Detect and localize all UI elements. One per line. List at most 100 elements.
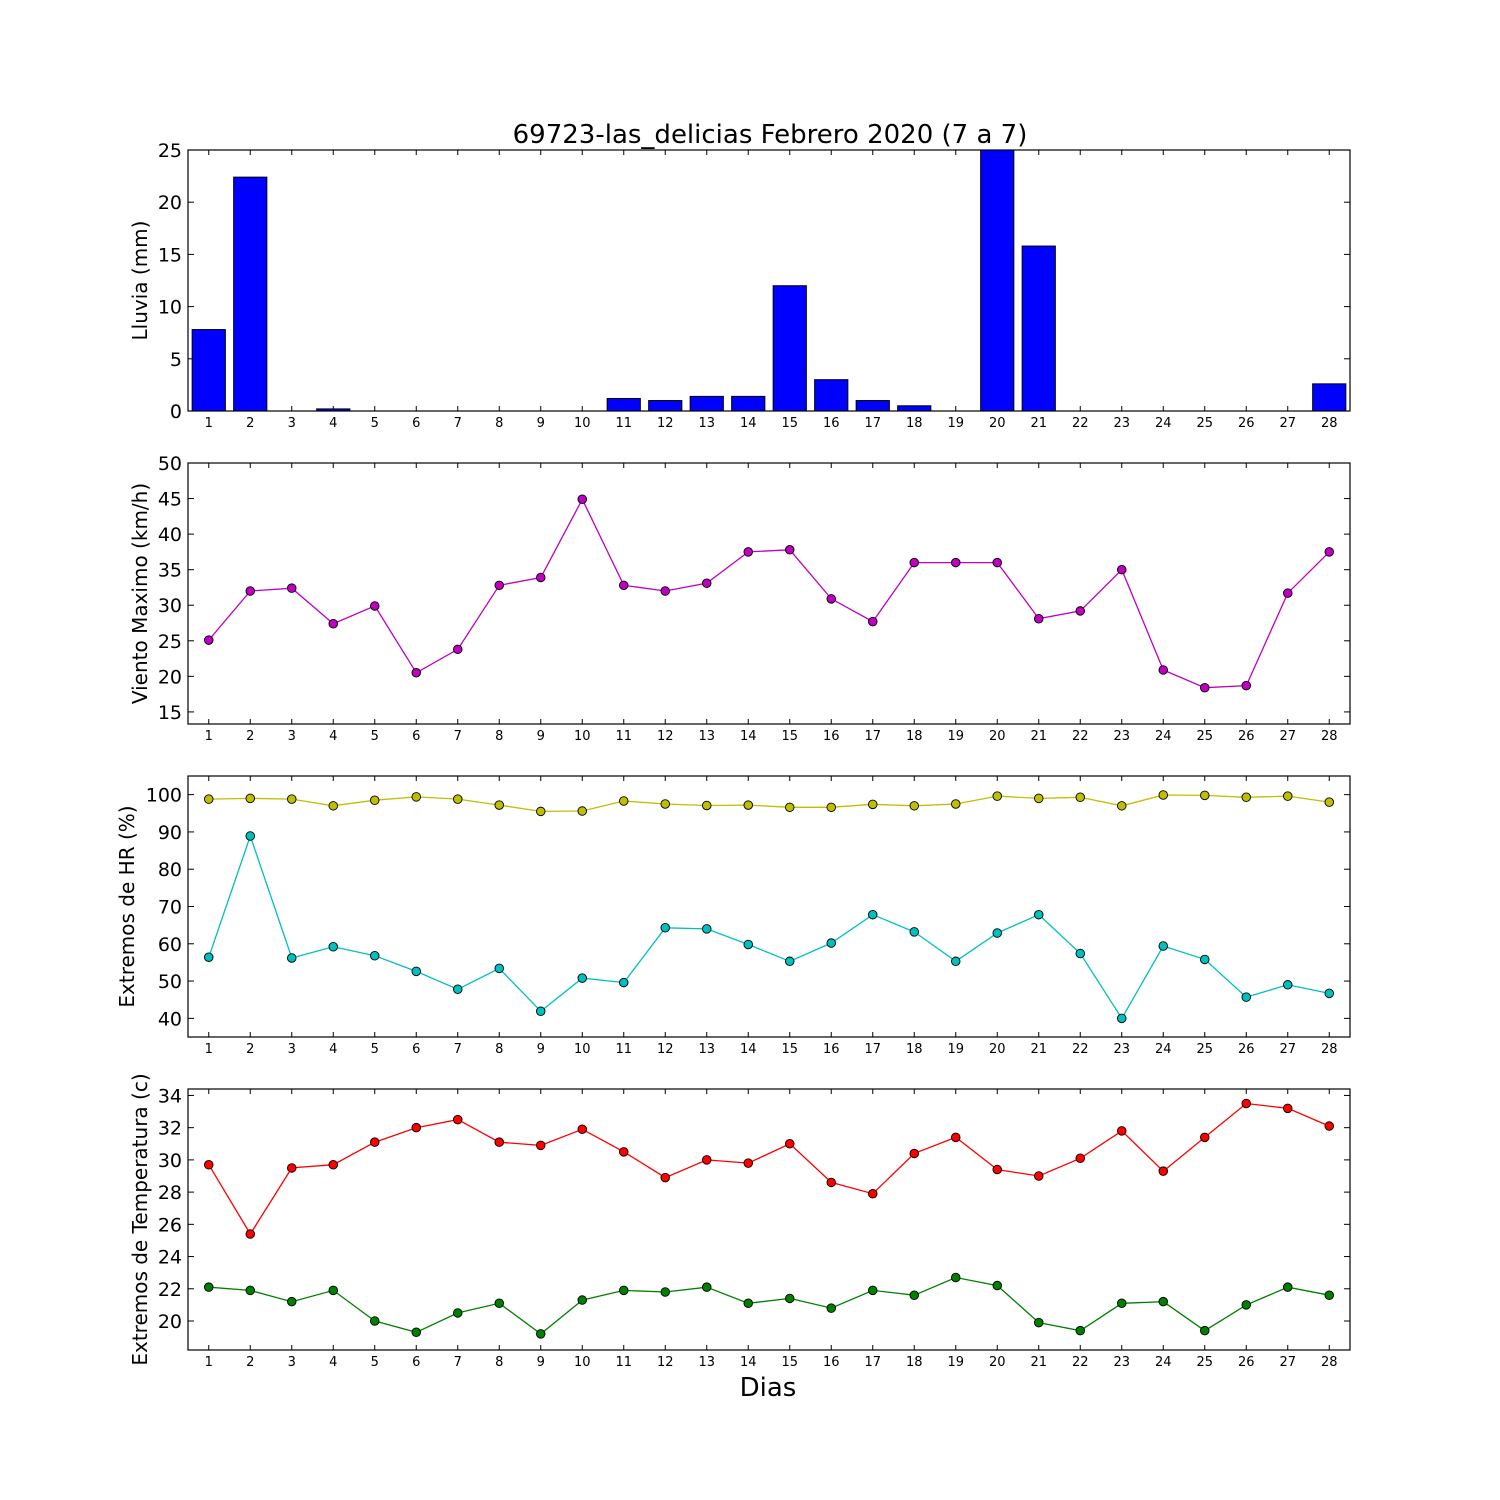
data-point xyxy=(743,1158,754,1168)
data-point xyxy=(245,1229,255,1239)
x-tick-label: 25 xyxy=(1196,1355,1213,1370)
data-point xyxy=(743,547,754,557)
x-tick-label: 26 xyxy=(1238,729,1255,744)
data-point xyxy=(328,801,339,811)
data-point xyxy=(494,1137,505,1147)
x-tick-label: 8 xyxy=(495,416,503,431)
bar xyxy=(689,395,724,412)
x-tick-label: 17 xyxy=(864,729,881,744)
y-tick-label: 28 xyxy=(158,1182,182,1204)
y-tick-label: 70 xyxy=(158,897,182,919)
y-tick-label: 50 xyxy=(158,453,182,475)
data-point xyxy=(1241,1300,1251,1310)
x-tick-label: 28 xyxy=(1321,1355,1338,1370)
data-point xyxy=(951,1272,961,1283)
x-tick-label: 6 xyxy=(412,416,420,431)
data-point xyxy=(577,1295,588,1305)
y-tick-label: 60 xyxy=(158,934,182,956)
x-tick-label: 9 xyxy=(537,729,545,744)
series-1 xyxy=(203,494,1334,693)
series-line xyxy=(208,833,1330,1020)
data-point xyxy=(1241,992,1251,1002)
data-point xyxy=(411,792,422,802)
x-tick-label: 4 xyxy=(329,729,337,744)
data-point xyxy=(577,806,588,816)
x-tick-label: 15 xyxy=(781,1042,798,1057)
y-tick-label: 32 xyxy=(158,1118,182,1140)
x-tick-label: 21 xyxy=(1030,1355,1047,1370)
x-tick-label: 2 xyxy=(246,1355,254,1370)
x-tick-label: 13 xyxy=(698,1355,715,1370)
bar xyxy=(191,329,226,412)
x-tick-label: 5 xyxy=(371,729,379,744)
x-tick-label: 19 xyxy=(947,729,964,744)
x-tick-label: 22 xyxy=(1072,1042,1089,1057)
bar xyxy=(233,176,268,412)
data-point xyxy=(868,616,878,627)
x-tick-label: 7 xyxy=(454,416,462,431)
data-point xyxy=(619,977,629,988)
bar xyxy=(980,149,1015,412)
series-1 xyxy=(203,790,1334,817)
data-point xyxy=(909,1148,920,1159)
data-point xyxy=(909,1290,920,1300)
data-point xyxy=(743,800,754,810)
y-tick-label: 5 xyxy=(170,349,182,371)
x-tick-label: 17 xyxy=(864,416,881,431)
x-tick-label: 10 xyxy=(574,729,591,744)
x-tick-label: 22 xyxy=(1072,416,1089,431)
x-tick-label: 2 xyxy=(246,729,254,744)
x-tick-label: 22 xyxy=(1072,729,1089,744)
x-tick-label: 9 xyxy=(537,1042,545,1057)
x-tick-label: 19 xyxy=(947,1355,964,1370)
chart-title: 69723-las_delicias Febrero 2020 (7 a 7) xyxy=(513,120,1028,150)
x-tick-label: 26 xyxy=(1238,1355,1255,1370)
data-point xyxy=(1033,1171,1044,1181)
x-tick-label: 18 xyxy=(906,1042,923,1057)
data-point xyxy=(1116,564,1127,575)
data-point xyxy=(1241,1098,1251,1109)
x-tick-label: 11 xyxy=(615,1355,632,1370)
data-point xyxy=(453,1308,463,1318)
data-point xyxy=(494,580,505,591)
x-tick-label: 8 xyxy=(495,1355,503,1370)
series-line xyxy=(208,794,1330,813)
data-point xyxy=(1282,980,1293,990)
data-point xyxy=(370,1137,380,1147)
data-point xyxy=(702,578,712,588)
x-tick-label: 21 xyxy=(1030,416,1047,431)
data-point xyxy=(1324,797,1334,807)
series-line xyxy=(208,497,1330,689)
bar xyxy=(648,400,683,412)
series-line xyxy=(208,1102,1330,1236)
y-tick-label: 25 xyxy=(158,140,182,162)
x-tick-label: 4 xyxy=(329,1355,337,1370)
data-point xyxy=(536,1329,546,1339)
data-point xyxy=(992,928,1003,938)
x-tick-label: 14 xyxy=(740,729,757,744)
data-point xyxy=(619,1147,629,1157)
x-tick-label: 1 xyxy=(205,1355,213,1370)
y-tick-label: 50 xyxy=(158,971,182,993)
x-tick-label: 27 xyxy=(1279,1355,1296,1370)
data-point xyxy=(702,924,712,934)
y-tick-label: 10 xyxy=(158,297,182,319)
y-tick-label: 25 xyxy=(158,631,182,653)
data-point xyxy=(785,956,795,967)
data-point xyxy=(826,594,837,604)
data-point xyxy=(203,952,214,962)
x-tick-label: 27 xyxy=(1279,729,1296,744)
x-tick-label: 15 xyxy=(781,1355,798,1370)
data-point xyxy=(1158,1296,1168,1307)
x-tick-label: 18 xyxy=(906,1355,923,1370)
x-tick-label: 10 xyxy=(574,1042,591,1057)
x-tick-label: 23 xyxy=(1113,729,1130,744)
x-tick-label: 19 xyxy=(947,1042,964,1057)
data-point xyxy=(660,586,671,596)
y-tick-label: 40 xyxy=(158,524,182,546)
data-point xyxy=(203,1159,214,1170)
data-point xyxy=(785,802,795,813)
data-point xyxy=(577,973,588,983)
